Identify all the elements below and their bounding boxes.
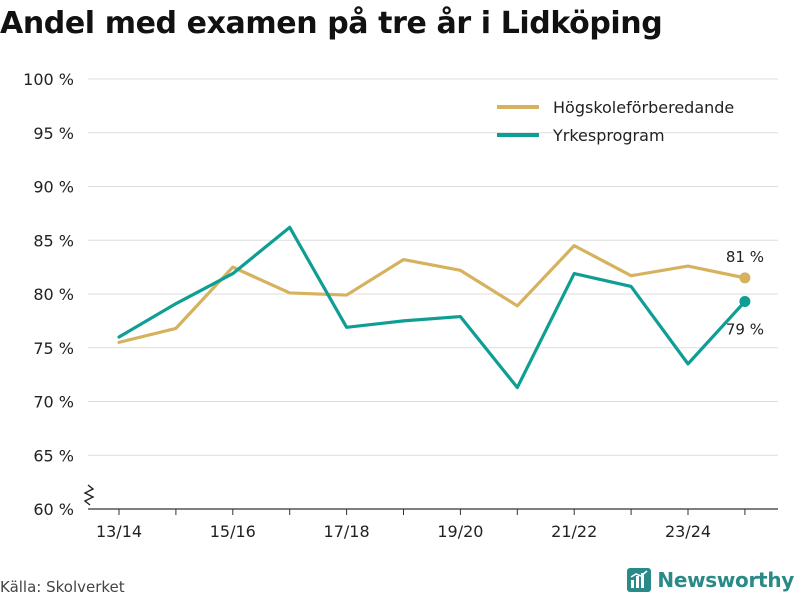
grid-lines bbox=[88, 78, 778, 456]
legend-label: Högskoleförberedande bbox=[553, 98, 734, 117]
legend: Högskoleförberedande Yrkesprogram bbox=[497, 98, 734, 145]
y-tick-label: 90 % bbox=[33, 178, 74, 197]
series-line-yrkes bbox=[117, 225, 747, 390]
y-tick-label: 85 % bbox=[33, 231, 74, 250]
axis-break-icon bbox=[83, 484, 95, 506]
end-point bbox=[739, 272, 751, 284]
x-tick-label: 15/16 bbox=[210, 522, 256, 541]
x-tick-label: 21/22 bbox=[551, 522, 597, 541]
series-lines: 81 % 79 % bbox=[117, 225, 764, 390]
bar-chart-icon bbox=[627, 568, 652, 592]
newsworthy-logo: Newsworthy bbox=[627, 568, 794, 592]
x-tick-label: 19/20 bbox=[437, 522, 483, 541]
end-value-label: 81 % bbox=[726, 248, 764, 266]
y-tick-label: 95 % bbox=[33, 124, 74, 143]
source-note: Källa: Skolverket bbox=[0, 578, 125, 596]
y-tick-label: 100 % bbox=[23, 70, 74, 89]
x-tick-label: 13/14 bbox=[96, 522, 142, 541]
end-point bbox=[739, 296, 751, 308]
y-tick-label: 80 % bbox=[33, 285, 74, 304]
y-tick-label: 70 % bbox=[33, 393, 74, 412]
y-tick-label: 75 % bbox=[33, 339, 74, 358]
y-tick-label: 60 % bbox=[33, 500, 74, 519]
x-tick-label: 17/18 bbox=[324, 522, 370, 541]
x-axis: 13/14 15/16 17/18 19/20 21/22 23/24 bbox=[83, 484, 778, 541]
legend-label: Yrkesprogram bbox=[552, 126, 665, 145]
y-axis-ticks: 60 % 65 % 70 % 75 % 80 % 85 % 90 % 95 % 100 % bbox=[23, 70, 74, 519]
chart-title: Andel med examen på tre år i Lidköping bbox=[0, 6, 663, 41]
x-tick-label: 23/24 bbox=[665, 522, 711, 541]
brand-name: Newsworthy bbox=[657, 568, 794, 592]
end-value-label: 79 % bbox=[726, 321, 764, 339]
y-tick-label: 65 % bbox=[33, 446, 74, 465]
